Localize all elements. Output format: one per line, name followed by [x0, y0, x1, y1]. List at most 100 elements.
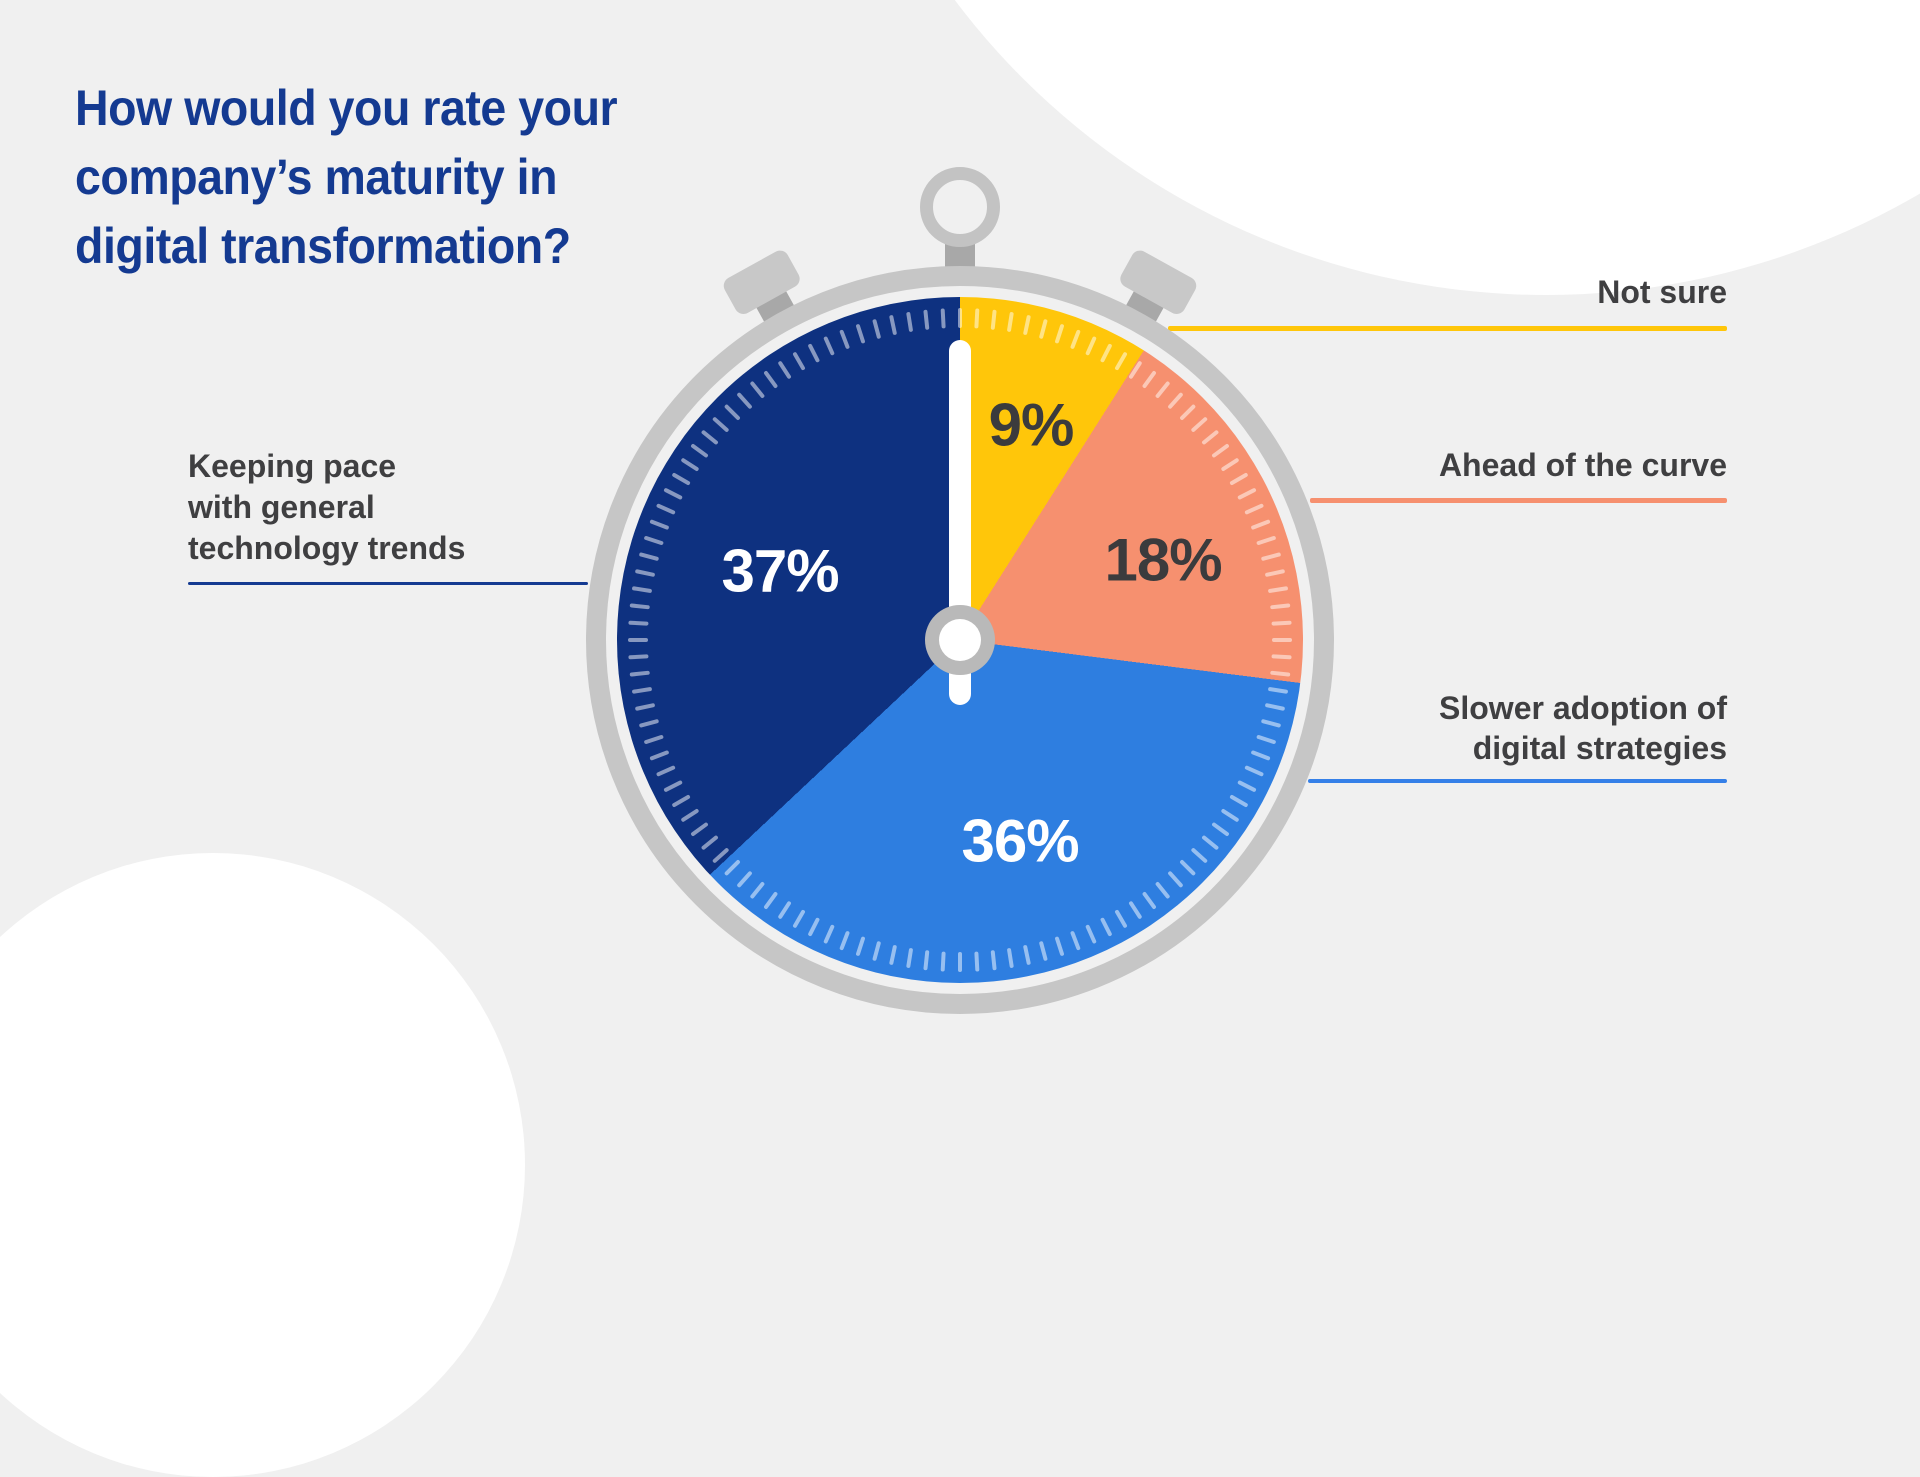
tick-mark [749, 881, 766, 900]
tick-mark [1260, 718, 1282, 728]
tick-mark [680, 808, 700, 823]
tick-mark [1167, 870, 1184, 889]
tick-mark [1179, 859, 1197, 877]
tick-mark [1220, 457, 1240, 472]
tick-mark [1201, 429, 1220, 446]
tick-mark [1211, 821, 1230, 837]
callout-label-not-sure: Not sure [1597, 274, 1727, 310]
tick-mark [1244, 503, 1265, 515]
tick-mark [777, 900, 792, 920]
tick-mark [643, 535, 664, 546]
tick-mark [1190, 847, 1209, 864]
tick-mark [1006, 947, 1014, 969]
page-title: How would you rate your company’s maturi… [75, 80, 618, 274]
tick-mark [749, 380, 766, 399]
tick-mark [634, 702, 656, 711]
tick-mark [736, 870, 753, 889]
tick-mark [1022, 944, 1031, 966]
tick-mark [663, 487, 683, 501]
tick-mark [638, 552, 660, 562]
tick-mark [1201, 834, 1220, 851]
tick-mark [807, 917, 821, 937]
segment-value-slower-adoption: 36% [961, 807, 1079, 875]
callout-label-slower-adoption: Slower adoption of digital strategies [1439, 690, 1727, 766]
tick-mark [807, 343, 821, 363]
background-circle-bottom-left [0, 853, 525, 1477]
tick-mark [1141, 370, 1157, 389]
tick-mark [629, 670, 650, 677]
tick-mark [872, 318, 882, 340]
needle-pivot-inner [939, 619, 981, 661]
tick-mark [1085, 335, 1097, 356]
tick-mark [1229, 472, 1249, 486]
tick-mark [1229, 794, 1249, 808]
tick-mark [1237, 487, 1257, 501]
tick-mark [723, 859, 741, 877]
tick-mark [1141, 891, 1157, 910]
tick-mark [1069, 329, 1081, 350]
tick-mark [872, 940, 882, 962]
tick-mark [671, 472, 691, 486]
tick-mark [628, 654, 649, 660]
tick-mark [711, 416, 730, 433]
tick-mark [1179, 403, 1197, 421]
tick-mark [628, 638, 648, 642]
tick-mark [1054, 936, 1065, 957]
leader-line-keeping-pace [188, 582, 588, 585]
tick-mark [763, 891, 779, 910]
tick-mark [1237, 779, 1257, 793]
tick-mark [1154, 881, 1171, 900]
tick-mark [649, 749, 670, 761]
tick-mark [680, 457, 700, 472]
segment-value-not-sure: 9% [988, 391, 1075, 459]
tick-mark [700, 834, 719, 851]
tick-mark [1270, 603, 1291, 610]
tick-mark [1099, 917, 1113, 937]
tick-mark [889, 314, 898, 336]
tick-mark [855, 936, 866, 957]
tick-mark [1271, 654, 1292, 660]
tick-mark [792, 909, 806, 929]
tick-mark [1264, 702, 1286, 711]
tick-mark [1099, 343, 1113, 363]
tick-mark [638, 718, 660, 728]
tick-mark [643, 734, 664, 745]
tick-mark [631, 686, 653, 694]
callout-label-ahead-of-curve: Ahead of the curve [1438, 447, 1727, 483]
tick-mark [1128, 900, 1143, 920]
tick-mark [1114, 909, 1128, 929]
tick-mark [1267, 586, 1289, 594]
tick-mark [1006, 311, 1014, 333]
tick-mark [1085, 924, 1097, 945]
tick-mark [1270, 670, 1291, 677]
tick-mark [974, 308, 980, 329]
tick-mark [629, 603, 650, 610]
tick-mark [1271, 620, 1292, 626]
tick-mark [690, 821, 709, 837]
tick-mark [655, 503, 676, 515]
tick-mark [855, 323, 866, 344]
segment-value-ahead-of-curve: 18% [1104, 526, 1222, 594]
leader-line-slower-adoption [1308, 779, 1727, 783]
tick-mark [690, 443, 709, 459]
tick-mark [1190, 416, 1209, 433]
leader-line-not-sure [1168, 326, 1727, 331]
tick-mark [792, 351, 806, 371]
tick-mark [906, 947, 914, 969]
tick-mark [1038, 318, 1048, 340]
tick-mark [958, 308, 962, 328]
tick-mark [990, 309, 997, 330]
tick-mark [940, 951, 946, 972]
callout-label-keeping-pace: Keeping pace with general technology tre… [188, 448, 466, 566]
tick-mark [990, 950, 997, 971]
tick-mark [671, 794, 691, 808]
tick-mark [1069, 930, 1081, 951]
tick-mark [839, 329, 851, 350]
tick-mark [723, 403, 741, 421]
tick-mark [1272, 638, 1292, 642]
tick-mark [628, 620, 649, 626]
tick-mark [823, 924, 835, 945]
tick-mark [974, 951, 980, 972]
tick-mark [700, 429, 719, 446]
tick-mark [1264, 569, 1286, 578]
